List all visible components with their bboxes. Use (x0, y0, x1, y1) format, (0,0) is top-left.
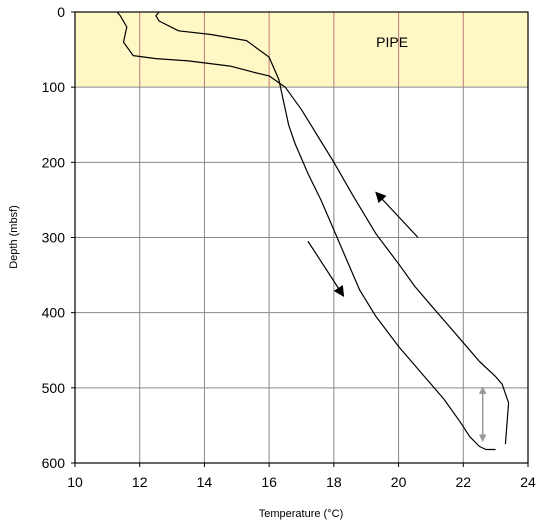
pipe-band (75, 12, 528, 88)
x-tick-label: 12 (132, 474, 148, 490)
x-axis-title: Temperature (°C) (259, 508, 343, 520)
pipe-label: PIPE (376, 34, 408, 50)
x-tick-label: 16 (261, 474, 277, 490)
y-tick-label: 100 (42, 79, 66, 95)
direction-arrow-upgoing (375, 191, 419, 238)
y-tick-label: 500 (42, 380, 66, 396)
series-line-downgoing (155, 11, 496, 451)
y-tick-label: 400 (42, 305, 66, 321)
x-tick-label: 18 (326, 474, 342, 490)
direction-arrow-downgoing (307, 240, 345, 298)
y-tick-label: 0 (57, 4, 65, 20)
x-tick-label: 22 (455, 474, 471, 490)
x-tick-label: 24 (520, 474, 536, 490)
series-line-upgoing (116, 11, 510, 445)
x-tick-label: 20 (391, 474, 407, 490)
y-tick-label: 200 (42, 154, 66, 170)
x-tick-label: 14 (197, 474, 213, 490)
y-tick-label: 300 (42, 230, 66, 246)
y-tick-label: 600 (42, 455, 66, 471)
x-tick-label: 10 (67, 474, 83, 490)
y-axis-title: Depth (mbsf) (8, 205, 20, 269)
